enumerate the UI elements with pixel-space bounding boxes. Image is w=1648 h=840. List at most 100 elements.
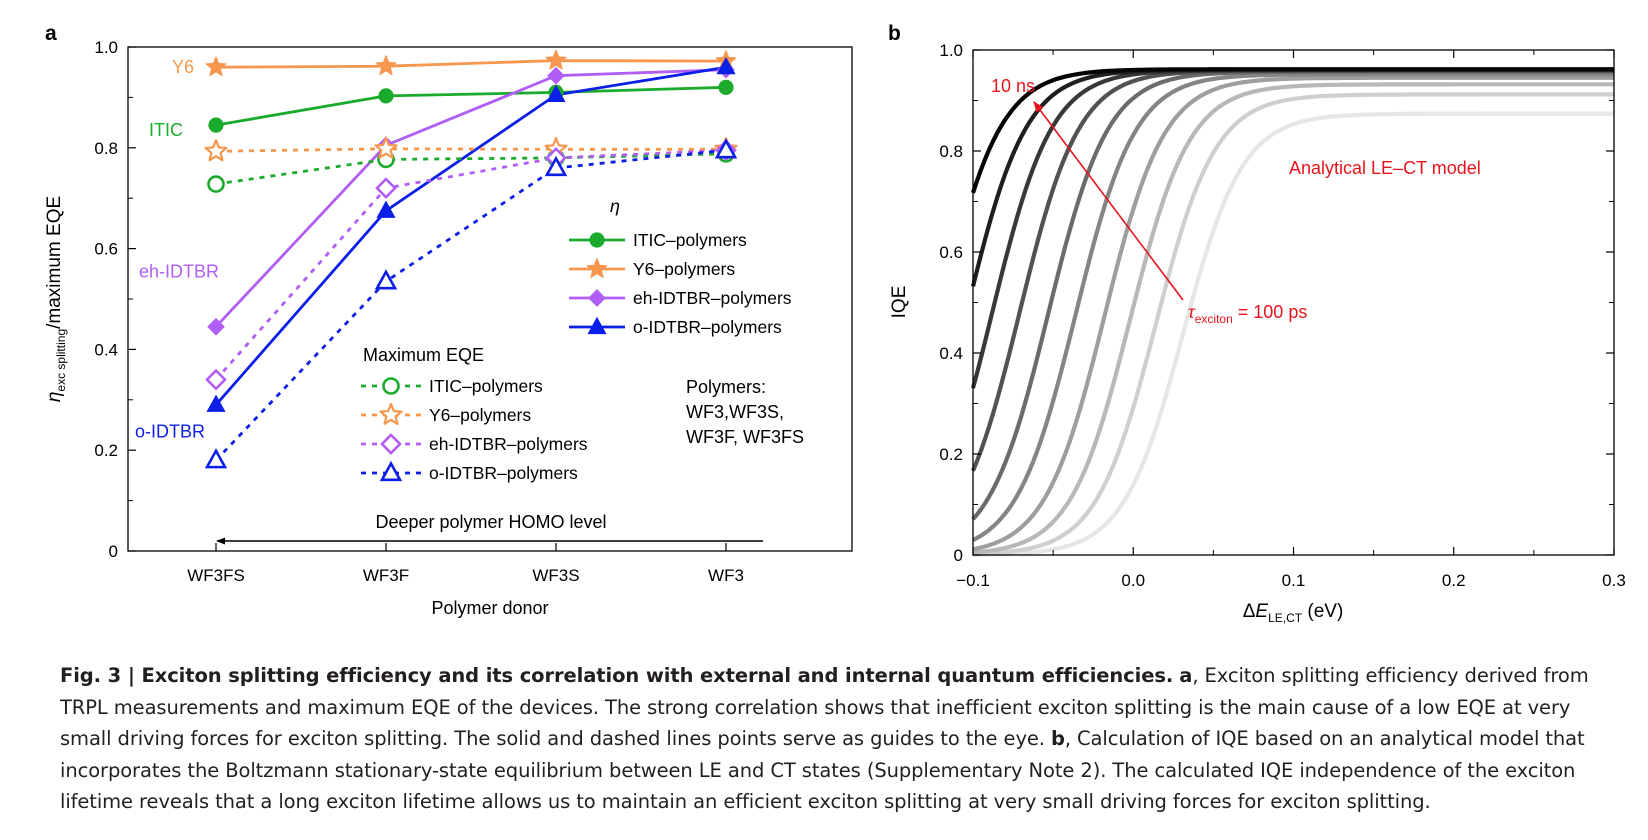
legend-marker: [379, 460, 403, 482]
panel-a-series-lines: [214, 59, 727, 462]
legend-eta-title: η: [610, 196, 620, 216]
annotation-o-idtbr: o-IDTBR: [135, 422, 205, 442]
data-point: [376, 200, 396, 218]
model-label: Analytical LE–CT model: [1289, 158, 1481, 178]
polymers-note-line: Polymers:: [686, 377, 766, 397]
panel-a-legend: η Maximum EQE ITIC–polymers Y6–polymers eh-I…: [361, 196, 792, 483]
iqe-curve: [971, 68, 1614, 472]
y-tick-label: 0.6: [94, 240, 118, 259]
legend-entry: Y6–polymers: [429, 405, 531, 425]
series-line: [215, 147, 726, 153]
legend-eqe-title: Maximum EQE: [363, 345, 484, 365]
x-tick-label: −0.1: [956, 571, 990, 590]
series-line: [214, 68, 727, 328]
annotation-itic: ITIC: [149, 120, 183, 140]
x-tick-label: WF3F: [363, 566, 409, 585]
y-tick-label: 1.0: [94, 38, 118, 57]
x-tick-label: WF3: [708, 566, 744, 585]
iqe-curve: [971, 67, 1614, 194]
panel-a-markers: [204, 49, 738, 469]
data-point: [204, 139, 228, 162]
data-point: [546, 84, 566, 102]
x-tick-label: 0.3: [1602, 571, 1626, 590]
panel-b: b 0 0.2 0.4 0.6 0.8 1.0 −0.1 0.0 0.1 0.2 0.3 IQE Δ…: [888, 22, 1626, 625]
data-point: [207, 317, 225, 336]
y-tick-label: 0.8: [94, 139, 118, 158]
legend-marker: [586, 258, 608, 278]
x-tick-label: WF3S: [532, 566, 579, 585]
data-point: [205, 56, 227, 77]
figure-3: a 0 0.2 0.4 0.6 0.8 1.0 WF3FS WF3F WF3S WF3 η Maxi…: [44, 22, 1626, 625]
legend-marker: [589, 232, 605, 248]
legend-entry: ITIC–polymers: [633, 230, 747, 250]
panel-b-x-axis-label: ΔELE,CT (eV): [1243, 601, 1344, 625]
data-point: [207, 175, 225, 193]
legend-marker: [379, 402, 403, 425]
legend-entry: eh-IDTBR–polymers: [429, 434, 588, 454]
y-tick-label: 0: [109, 542, 118, 561]
legend-marker: [380, 433, 402, 455]
series-line: [215, 152, 727, 186]
panel-a-x-axis-label: Polymer donor: [431, 598, 548, 618]
caption-a-label: a: [1179, 664, 1193, 687]
y-tick-label: 0.2: [94, 441, 118, 460]
lifetime-arrow: [1033, 101, 1184, 301]
caption-b-label: b: [1050, 727, 1065, 750]
x-tick-label: WF3FS: [187, 566, 245, 585]
legend-marker: [587, 316, 607, 335]
y-tick-label: 0: [954, 546, 963, 565]
panel-a-axes: 0 0.2 0.4 0.6 0.8 1.0 WF3FS WF3F WF3S WF3: [94, 38, 744, 585]
iqe-curve: [972, 72, 1614, 542]
annotation-eh-idtbr: eh-IDTBR: [139, 261, 219, 281]
iqe-curve: [972, 75, 1614, 552]
panel-a-y-axis-label: ηexc splitting/maximum EQE: [44, 196, 68, 402]
iqe-curve: [973, 111, 1614, 557]
y-tick-label: 0.4: [939, 344, 963, 363]
data-point: [374, 136, 398, 159]
legend-marker: [382, 377, 400, 395]
caption-a-text: , Exciton splitting efficiency derived f…: [60, 664, 1589, 750]
legend-marker: [588, 289, 606, 307]
legend-entry: o-IDTBR–polymers: [633, 317, 782, 337]
homo-arrow-label: Deeper polymer HOMO level: [375, 512, 606, 532]
panel-b-y-axis-label: IQE: [889, 286, 910, 319]
legend-entry: eh-IDTBR–polymers: [633, 288, 792, 308]
data-point: [375, 177, 397, 199]
panel-a-label: a: [45, 22, 57, 45]
data-point: [716, 56, 736, 75]
label-tau-100ps: τexciton = 100 ps: [1188, 302, 1307, 326]
legend-entry: ITIC–polymers: [429, 376, 543, 396]
polymers-note: Polymers: WF3,WF3S, WF3F, WF3FS: [686, 377, 804, 447]
data-point: [374, 269, 398, 290]
x-tick-label: 0.0: [1121, 571, 1145, 590]
data-point: [547, 66, 565, 85]
y-tick-label: 1.0: [939, 41, 963, 60]
y-tick-label: 0.2: [939, 445, 963, 464]
legend-entry: o-IDTBR–polymers: [429, 463, 578, 483]
label-10ns: 10 ns: [991, 76, 1035, 96]
caption-b-text: , Calculation of IQE based on an analyti…: [60, 727, 1585, 813]
caption-title: Fig. 3 | Exciton splitting efficiency an…: [60, 664, 1174, 687]
data-point: [208, 117, 224, 133]
series-line: [215, 59, 727, 69]
panel-b-label: b: [888, 22, 901, 45]
legend-entry: Y6–polymers: [633, 259, 735, 279]
panel-b-axes: 0 0.2 0.4 0.6 0.8 1.0 −0.1 0.0 0.1 0.2 0.3: [939, 41, 1625, 590]
x-tick-label: 0.1: [1282, 571, 1306, 590]
data-point: [206, 394, 226, 412]
polymers-note-line: WF3F, WF3FS: [686, 427, 804, 447]
data-point: [544, 155, 568, 177]
iqe-curve: [972, 82, 1614, 555]
data-point: [714, 138, 738, 159]
figure-caption: Fig. 3 | Exciton splitting efficiency an…: [60, 660, 1620, 818]
y-tick-label: 0.4: [94, 340, 118, 359]
panel-a: a 0 0.2 0.4 0.6 0.8 1.0 WF3FS WF3F WF3S WF3 η Maxi…: [44, 22, 853, 618]
series-line: [214, 148, 727, 462]
panel-b-curves: [970, 67, 1614, 557]
y-tick-label: 0.6: [939, 243, 963, 262]
iqe-curve: [971, 69, 1614, 521]
series-line: [214, 65, 727, 406]
data-point: [545, 49, 567, 70]
data-point: [718, 79, 734, 95]
y-tick-label: 0.8: [939, 142, 963, 161]
